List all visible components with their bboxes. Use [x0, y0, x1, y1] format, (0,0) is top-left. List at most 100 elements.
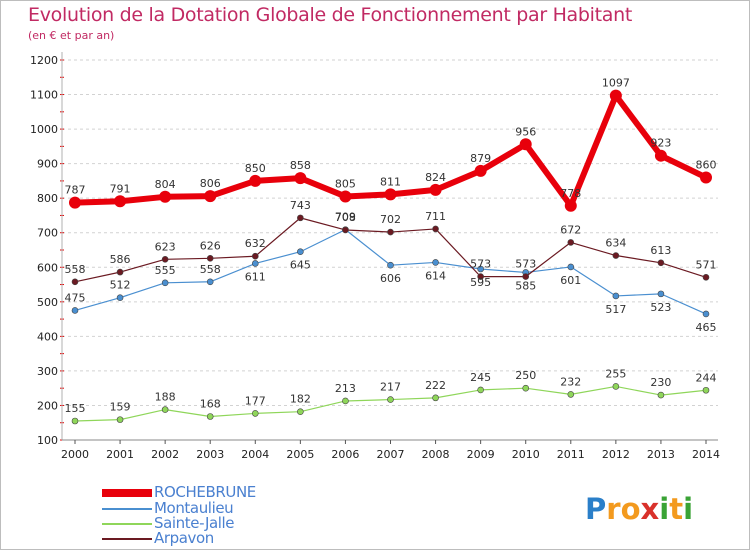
data-point — [567, 263, 575, 271]
data-point — [657, 259, 665, 267]
data-point — [251, 252, 259, 260]
logo-letter: P — [585, 492, 606, 526]
data-point — [477, 386, 484, 394]
y-tick-label: 300 — [37, 365, 58, 378]
legend-label: ROCHEBRUNE — [154, 483, 256, 501]
data-label: 806 — [200, 177, 221, 190]
data-label: 244 — [696, 371, 717, 384]
proxiti-logo: Proxiti — [583, 490, 693, 526]
data-point — [161, 406, 169, 413]
data-point — [564, 199, 577, 212]
data-label: 709 — [335, 211, 356, 224]
data-label: 465 — [696, 321, 717, 334]
data-point — [609, 89, 622, 102]
data-point — [387, 261, 394, 269]
data-label: 606 — [380, 272, 401, 285]
data-point — [116, 268, 124, 276]
data-label: 702 — [380, 213, 401, 226]
data-label: 858 — [290, 159, 311, 172]
data-point — [161, 279, 169, 287]
data-label: 634 — [605, 237, 626, 250]
data-label: 155 — [65, 402, 86, 415]
x-tick-label: 2002 — [151, 448, 179, 461]
data-point — [297, 408, 304, 415]
data-label: 188 — [155, 391, 176, 404]
x-tick-label: 2003 — [196, 448, 224, 461]
data-label: 645 — [290, 259, 311, 272]
data-label: 595 — [470, 276, 491, 289]
data-label: 222 — [425, 379, 446, 392]
data-label: 217 — [380, 381, 401, 394]
data-point — [297, 248, 304, 256]
x-tick-label: 2013 — [647, 448, 675, 461]
data-point — [71, 417, 79, 425]
data-label: 558 — [200, 263, 221, 276]
data-point — [432, 259, 439, 266]
data-label: 232 — [560, 375, 581, 388]
legend-label: Sainte-Jalle — [154, 514, 235, 532]
x-axis-ticks: 2000 2001 2002 2003 2004 2005 2006 2007 2008 2009… — [61, 440, 720, 461]
data-label: 558 — [65, 263, 86, 276]
data-point — [161, 256, 169, 263]
data-label: 571 — [696, 258, 717, 271]
chart-title: Evolution de la Dotation Globale de Fonc… — [28, 4, 633, 26]
data-label: 614 — [425, 269, 446, 282]
data-point — [702, 273, 710, 281]
data-label: 923 — [650, 137, 671, 150]
x-tick-label: 2007 — [377, 448, 405, 461]
data-point — [206, 278, 214, 286]
data-point — [114, 195, 127, 208]
data-label: 168 — [200, 398, 221, 411]
y-axis-ticks: 100 200 300 400 500 600 700 800 900 1000 1100 1200 — [30, 54, 58, 447]
y-tick-label: 100 — [37, 434, 58, 447]
data-point — [71, 278, 79, 286]
data-label: 255 — [605, 367, 626, 380]
data-label: 230 — [650, 376, 671, 389]
logo-letter: t — [669, 492, 683, 526]
data-point — [342, 397, 349, 405]
data-label: 778 — [560, 187, 581, 200]
data-labels: 787 791 804 806 850 858 805 811 824 879 956 778 1097… — [65, 77, 717, 415]
data-point — [387, 396, 394, 403]
data-label: 245 — [470, 371, 491, 384]
y-tick-label: 700 — [37, 227, 58, 240]
data-point — [159, 190, 172, 203]
data-label: 708 — [335, 211, 356, 224]
x-tick-label: 2006 — [331, 448, 359, 461]
y-tick-label: 900 — [37, 158, 58, 171]
data-label: 573 — [470, 258, 491, 271]
data-point — [612, 383, 620, 390]
data-point — [249, 174, 262, 187]
x-tick-label: 2011 — [557, 448, 585, 461]
data-point — [702, 386, 710, 394]
legend-label: Montaulieu — [154, 499, 234, 517]
grid-lines — [62, 59, 718, 406]
data-point — [297, 214, 304, 222]
data-point — [657, 391, 665, 399]
data-point — [342, 226, 349, 234]
logo-letter: r — [606, 492, 621, 526]
data-label: 1097 — [602, 77, 630, 90]
y-tick-label: 600 — [37, 261, 58, 274]
data-label: 555 — [155, 264, 176, 277]
x-tick-label: 2014 — [692, 448, 720, 461]
x-tick-label: 2000 — [61, 448, 89, 461]
data-point — [700, 171, 712, 184]
y-tick-label: 800 — [37, 192, 58, 205]
y-tick-label: 1200 — [30, 54, 58, 67]
data-label: 626 — [200, 239, 221, 252]
data-point — [251, 410, 259, 417]
data-point — [429, 183, 442, 196]
data-label: 811 — [380, 175, 401, 188]
data-point — [477, 273, 484, 280]
logo-letter: o — [621, 492, 641, 526]
data-label: 585 — [515, 279, 536, 292]
chart-subtitle: (en € et par an) — [28, 29, 115, 42]
data-point — [251, 260, 259, 267]
data-label: 512 — [110, 279, 131, 292]
data-point — [612, 252, 620, 259]
y-tick-label: 200 — [37, 399, 58, 412]
data-point — [657, 290, 665, 298]
data-point — [519, 138, 532, 151]
